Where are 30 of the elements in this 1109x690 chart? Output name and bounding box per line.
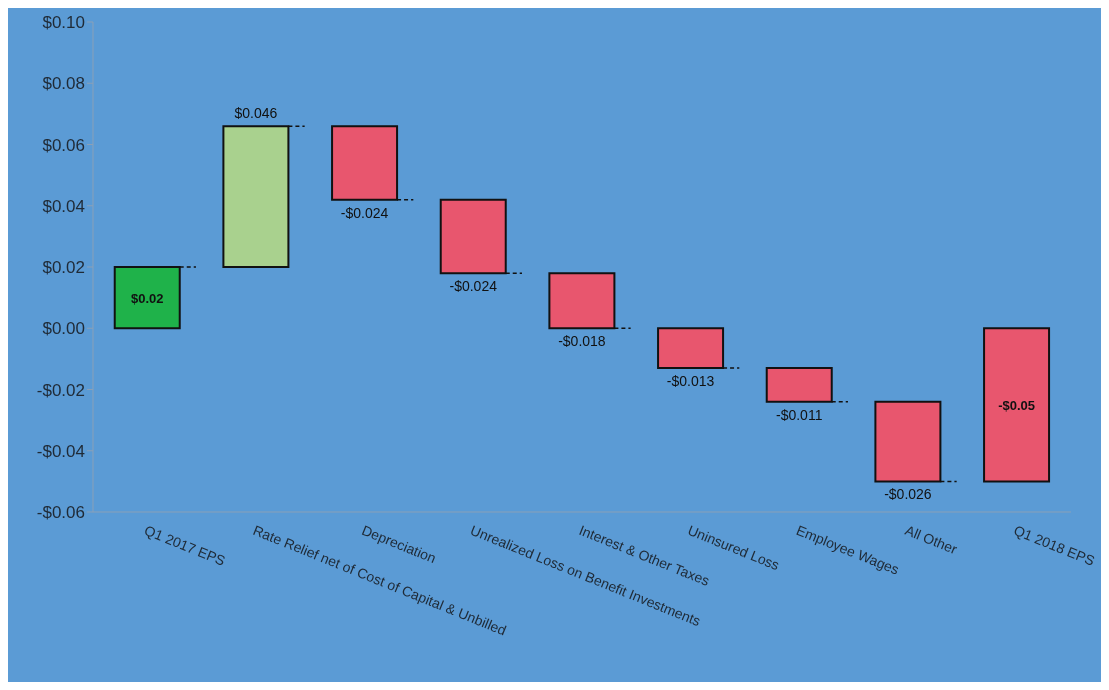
data-label: -$0.024	[449, 278, 498, 295]
y-tick-label: $0.10	[42, 13, 85, 33]
data-label: -$0.018	[558, 333, 606, 350]
bar	[657, 327, 725, 370]
bar	[548, 272, 616, 330]
bar	[765, 367, 833, 403]
x-tick-label: All Other	[902, 521, 960, 558]
bar	[113, 266, 181, 330]
y-tick-label: -$0.06	[36, 503, 85, 523]
data-label: -$0.013	[666, 373, 715, 390]
y-tick-label: -$0.04	[36, 441, 85, 461]
bar	[222, 125, 290, 268]
bar	[439, 198, 507, 275]
data-label: $0.046	[234, 105, 278, 122]
x-tick-label: Q1 2017 EPS	[142, 521, 228, 569]
y-tick-label: $0.00	[42, 319, 85, 339]
y-tick-label: $0.06	[42, 135, 85, 155]
data-label: -$0.011	[776, 406, 823, 423]
x-tick-label: Q1 2018 EPS	[1011, 521, 1097, 569]
data-label: -$0.024	[340, 204, 389, 221]
data-label: -$0.026	[884, 486, 932, 503]
y-tick-label: $0.02	[42, 258, 85, 278]
y-tick-label: -$0.02	[36, 380, 85, 400]
y-tick-label: $0.04	[42, 196, 85, 216]
data-label: -$0.05	[998, 397, 1035, 413]
bar	[331, 125, 399, 201]
bar	[983, 327, 1051, 483]
y-tick-label: $0.08	[42, 74, 85, 94]
data-label: $0.02	[130, 290, 164, 306]
bar	[874, 400, 942, 483]
